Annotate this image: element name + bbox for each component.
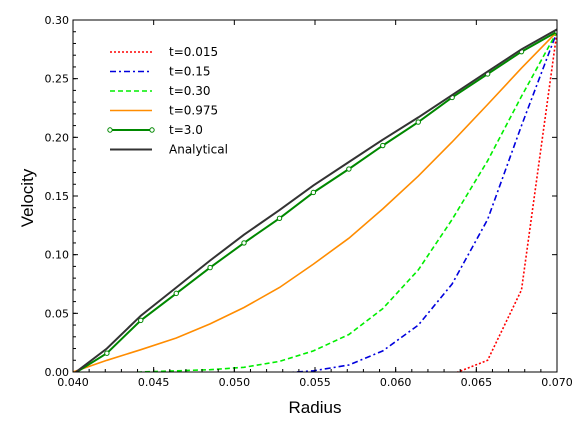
series-marker <box>104 350 110 356</box>
x-tick-label: 0.040 <box>57 376 89 389</box>
x-tick-label: 0.045 <box>138 376 170 389</box>
legend-marker <box>149 127 155 133</box>
series-line-0 <box>455 31 557 372</box>
x-tick-label: 0.070 <box>541 376 573 389</box>
axis-ticks: 0.040 0.045 0.050 0.055 0.060 0.065 0.070 0.00 0… <box>45 14 573 389</box>
series-marker <box>207 264 213 271</box>
y-tick-label: 0.15 <box>45 190 70 203</box>
x-tick-label: 0.055 <box>299 376 331 389</box>
y-tick-label: 0.20 <box>45 131 70 144</box>
x-axis-title: Radius <box>289 398 342 417</box>
y-tick-label: 0.00 <box>45 366 70 379</box>
series-marker <box>138 317 144 324</box>
series-marker <box>173 290 179 297</box>
y-tick-label: 0.05 <box>45 307 70 320</box>
x-tick-label: 0.060 <box>380 376 412 389</box>
x-tick-label: 0.050 <box>219 376 251 389</box>
y-tick-label: 0.10 <box>45 249 70 262</box>
y-axis-title: Velocity <box>18 168 37 227</box>
legend-label-2: t=0.30 <box>169 84 210 98</box>
legend-label-1: t=0.15 <box>169 65 210 79</box>
legend: t=0.015 t=0.15 t=0.30 t=0.975 t=3.0 Analytica… <box>107 45 228 157</box>
legend-label-5: Analytical <box>169 143 228 157</box>
series-line-3 <box>73 31 557 372</box>
x-tick-label: 0.065 <box>461 376 493 389</box>
legend-label-4: t=3.0 <box>169 123 203 137</box>
series-line-1 <box>285 31 557 372</box>
series-line-4 <box>74 30 557 372</box>
series-line-2 <box>118 31 557 372</box>
series-layer <box>73 28 557 372</box>
y-tick-label: 0.25 <box>45 73 70 86</box>
series-marker <box>380 142 386 149</box>
series-marker <box>346 166 352 172</box>
legend-marker <box>107 127 113 133</box>
series-marker <box>276 215 283 221</box>
legend-label-0: t=0.015 <box>169 45 218 59</box>
y-tick-label: 0.30 <box>45 14 70 27</box>
legend-label-3: t=0.975 <box>169 104 218 118</box>
series-line-5 <box>74 28 557 372</box>
series-marker <box>241 240 247 246</box>
series-marker <box>415 119 421 125</box>
series-marker <box>310 189 317 196</box>
